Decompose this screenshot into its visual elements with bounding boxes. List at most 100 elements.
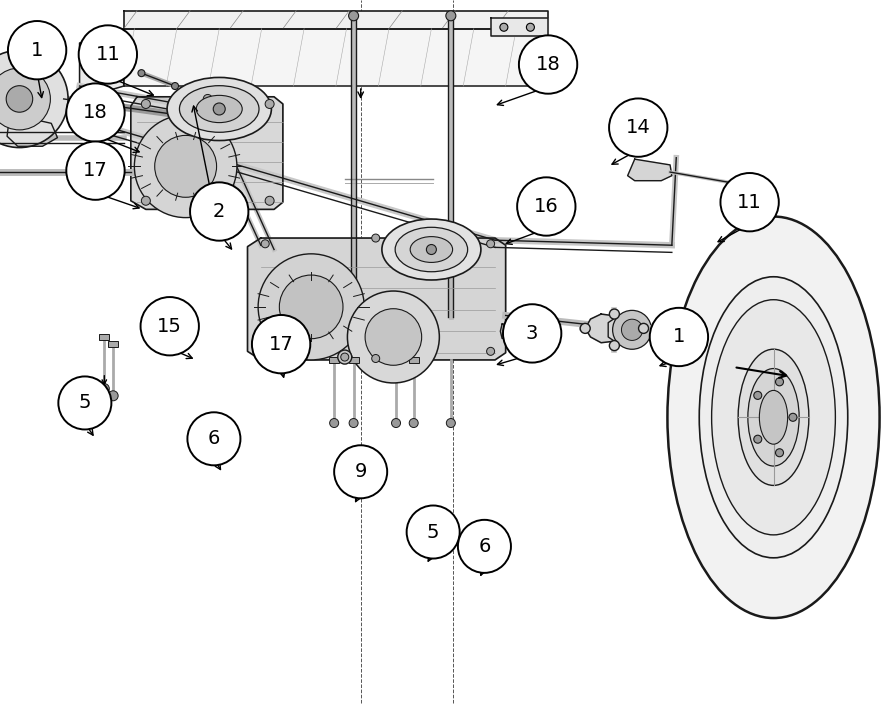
Circle shape bbox=[334, 445, 387, 498]
Circle shape bbox=[203, 202, 212, 211]
Circle shape bbox=[0, 68, 50, 130]
Circle shape bbox=[138, 70, 145, 77]
Text: 9: 9 bbox=[354, 462, 367, 481]
Circle shape bbox=[638, 323, 649, 333]
Text: 14: 14 bbox=[626, 118, 651, 137]
Circle shape bbox=[392, 419, 400, 427]
Circle shape bbox=[330, 419, 339, 427]
Bar bbox=[99, 334, 110, 340]
Circle shape bbox=[141, 196, 150, 205]
Polygon shape bbox=[248, 238, 506, 360]
Polygon shape bbox=[131, 97, 283, 209]
Polygon shape bbox=[500, 324, 522, 338]
Circle shape bbox=[775, 449, 783, 457]
Circle shape bbox=[108, 391, 118, 401]
Circle shape bbox=[371, 234, 380, 242]
Circle shape bbox=[517, 177, 575, 236]
Circle shape bbox=[446, 419, 455, 427]
Polygon shape bbox=[608, 315, 654, 344]
Text: 5: 5 bbox=[79, 394, 91, 412]
Circle shape bbox=[252, 315, 310, 374]
Ellipse shape bbox=[667, 217, 880, 618]
Circle shape bbox=[79, 25, 137, 84]
Circle shape bbox=[486, 347, 495, 356]
Circle shape bbox=[650, 308, 708, 366]
Circle shape bbox=[171, 82, 179, 90]
Ellipse shape bbox=[738, 349, 809, 485]
Circle shape bbox=[155, 136, 217, 197]
Text: 17: 17 bbox=[269, 335, 293, 353]
Bar bbox=[108, 341, 118, 347]
Ellipse shape bbox=[712, 300, 835, 535]
Text: 3: 3 bbox=[526, 324, 538, 343]
Circle shape bbox=[407, 505, 460, 559]
Bar bbox=[408, 357, 419, 363]
Ellipse shape bbox=[759, 391, 788, 445]
Ellipse shape bbox=[196, 95, 242, 123]
Circle shape bbox=[279, 275, 343, 338]
Circle shape bbox=[0, 50, 68, 148]
Circle shape bbox=[8, 21, 66, 80]
Ellipse shape bbox=[395, 227, 468, 272]
Text: 11: 11 bbox=[95, 45, 120, 64]
Circle shape bbox=[338, 350, 352, 364]
Ellipse shape bbox=[699, 277, 848, 558]
Polygon shape bbox=[124, 11, 548, 29]
Circle shape bbox=[503, 304, 561, 363]
Circle shape bbox=[213, 103, 225, 115]
Circle shape bbox=[486, 239, 495, 248]
Ellipse shape bbox=[410, 237, 453, 262]
Circle shape bbox=[347, 291, 439, 383]
Circle shape bbox=[141, 100, 150, 108]
Circle shape bbox=[66, 83, 125, 142]
Ellipse shape bbox=[382, 219, 481, 280]
Text: 6: 6 bbox=[478, 537, 491, 556]
Bar bbox=[391, 357, 401, 363]
Text: 6: 6 bbox=[208, 429, 220, 448]
Text: 11: 11 bbox=[737, 193, 762, 212]
Circle shape bbox=[99, 384, 110, 394]
Circle shape bbox=[754, 435, 762, 443]
Circle shape bbox=[621, 319, 643, 341]
Polygon shape bbox=[491, 18, 548, 36]
Circle shape bbox=[187, 412, 240, 465]
Circle shape bbox=[446, 11, 456, 21]
Circle shape bbox=[371, 354, 380, 363]
Circle shape bbox=[458, 520, 511, 573]
Text: 17: 17 bbox=[83, 161, 108, 180]
Text: 1: 1 bbox=[31, 41, 43, 60]
Circle shape bbox=[609, 98, 667, 157]
Text: 1: 1 bbox=[673, 328, 685, 346]
Circle shape bbox=[775, 378, 783, 386]
Text: 18: 18 bbox=[536, 55, 560, 74]
Circle shape bbox=[141, 297, 199, 356]
Circle shape bbox=[6, 86, 33, 112]
Circle shape bbox=[58, 376, 111, 429]
Text: 5: 5 bbox=[427, 523, 439, 541]
Circle shape bbox=[720, 173, 779, 232]
Circle shape bbox=[426, 244, 437, 255]
Circle shape bbox=[261, 347, 270, 356]
Circle shape bbox=[66, 141, 125, 200]
Circle shape bbox=[365, 309, 422, 365]
Ellipse shape bbox=[167, 77, 271, 141]
Circle shape bbox=[134, 115, 237, 218]
Text: 16: 16 bbox=[534, 197, 559, 216]
Ellipse shape bbox=[748, 369, 799, 466]
Circle shape bbox=[348, 11, 359, 21]
Circle shape bbox=[340, 353, 349, 361]
Circle shape bbox=[499, 23, 508, 32]
Polygon shape bbox=[124, 29, 548, 86]
Polygon shape bbox=[585, 314, 644, 343]
Circle shape bbox=[609, 341, 620, 351]
Circle shape bbox=[258, 254, 364, 360]
Circle shape bbox=[526, 23, 535, 32]
Bar bbox=[348, 357, 359, 363]
Text: 2: 2 bbox=[213, 202, 225, 221]
Circle shape bbox=[609, 309, 620, 319]
Circle shape bbox=[265, 196, 274, 205]
Circle shape bbox=[789, 413, 797, 422]
Polygon shape bbox=[7, 115, 57, 146]
Circle shape bbox=[754, 391, 762, 399]
Circle shape bbox=[261, 239, 270, 248]
